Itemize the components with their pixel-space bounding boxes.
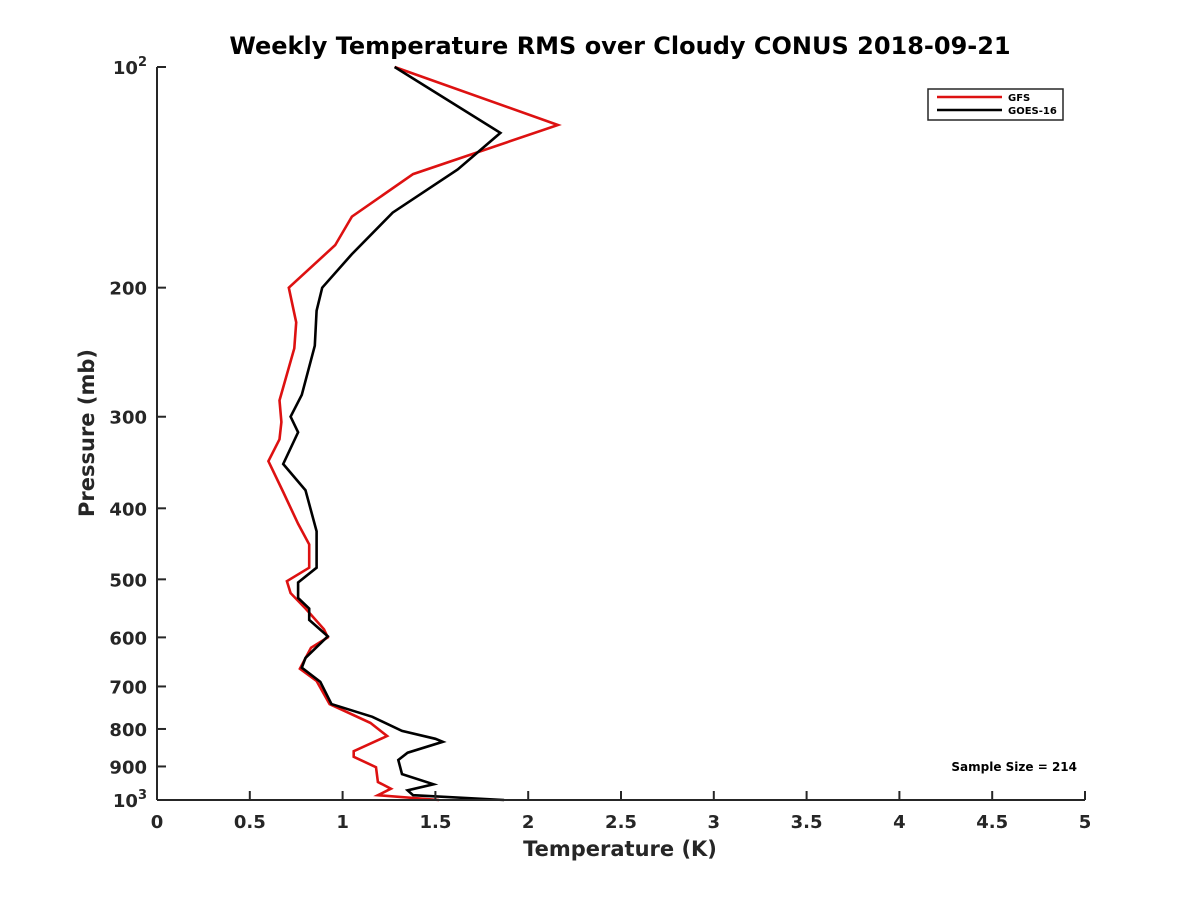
series-line-gfs xyxy=(266,65,562,802)
x-tick-label: 0 xyxy=(151,812,164,833)
x-tick-label: 1.5 xyxy=(419,812,451,833)
y-tick-label: 300 xyxy=(109,408,147,429)
series-line-goes-16 xyxy=(281,65,505,802)
y-tick-label: 102 xyxy=(113,55,147,79)
axes-layer: 0 0.5 1 1.5 2 2.5 3 3.5 4 4.5 5 102 200 300 400 500 600 7… xyxy=(109,55,1091,833)
x-axis-label: Temperature (K) xyxy=(523,837,717,861)
x-tick-label: 4 xyxy=(893,812,906,833)
y-axis-label: Pressure (mb) xyxy=(75,349,99,517)
y-tick-label: 500 xyxy=(109,570,147,591)
x-tick-label: 3.5 xyxy=(791,812,823,833)
y-tick-label: 800 xyxy=(109,720,147,741)
x-tick-label: 5 xyxy=(1079,812,1092,833)
legend: GFS GOES-16 xyxy=(927,88,1064,121)
x-tick-label: 4.5 xyxy=(976,812,1008,833)
y-tick-label: 600 xyxy=(109,628,147,649)
x-tick-label: 0.5 xyxy=(234,812,266,833)
y-tick-label: 400 xyxy=(109,499,147,520)
x-tick-label: 2.5 xyxy=(605,812,637,833)
y-tick-label: 200 xyxy=(109,279,147,300)
legend-entry-label: GFS xyxy=(1008,93,1030,104)
sample-size-annotation: Sample Size = 214 xyxy=(951,760,1077,774)
y-tick-label: 700 xyxy=(109,677,147,698)
legend-box xyxy=(927,88,1064,121)
y-tick-label: 103 xyxy=(113,788,147,812)
y-tick-label: 900 xyxy=(109,757,147,778)
legend-entry-label: GOES-16 xyxy=(1008,106,1057,117)
series-layer xyxy=(266,65,562,802)
x-tick-label: 3 xyxy=(708,812,721,833)
x-tick-label: 2 xyxy=(522,812,535,833)
x-tick-label: 1 xyxy=(336,812,349,833)
chart-title: Weekly Temperature RMS over Cloudy CONUS… xyxy=(229,32,1010,60)
